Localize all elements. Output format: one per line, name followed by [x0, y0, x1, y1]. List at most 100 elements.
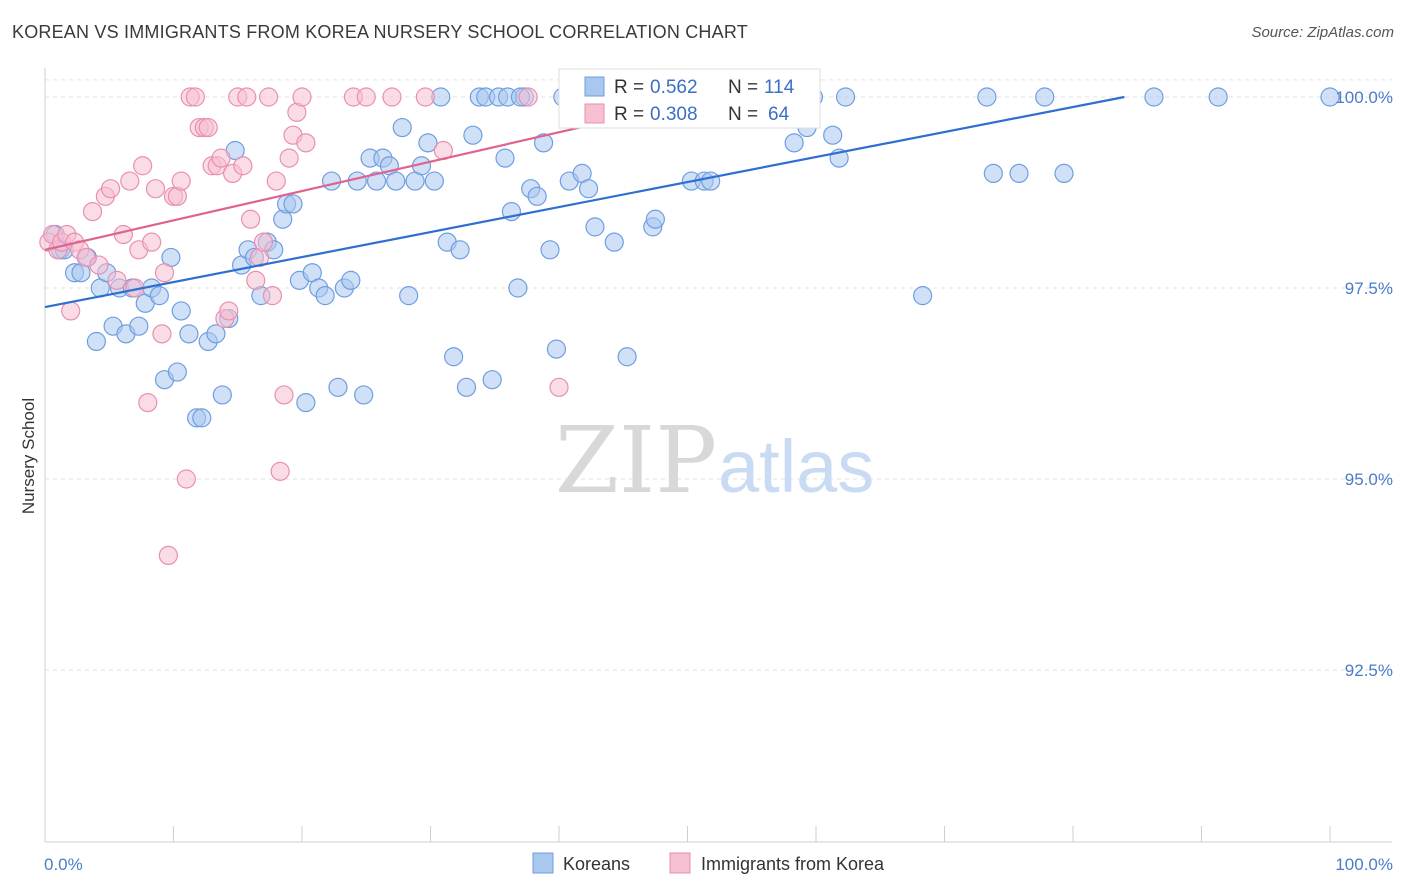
korean-point [1054, 163, 1074, 183]
legend-swatch-koreans [584, 76, 605, 97]
korean-point [463, 125, 483, 145]
legend-r-label: R = [614, 104, 644, 125]
watermark-zip: ZIP [555, 407, 717, 514]
legend-r-label: R = [614, 77, 644, 98]
korean-point [913, 286, 933, 306]
legend-swatch-immigrants [669, 852, 691, 874]
korean-point [835, 87, 856, 107]
korean-point [354, 385, 374, 405]
immigrant-point [253, 232, 274, 252]
korean-point [527, 186, 547, 206]
immigrant-point [549, 377, 569, 397]
legend-r-value: 0.308 [650, 104, 698, 125]
immigrant-point [120, 171, 140, 191]
korean-point [784, 133, 804, 153]
immigrant-point [82, 202, 103, 222]
immigrant-point [518, 87, 538, 107]
immigrant-point [258, 87, 279, 107]
korean-point [983, 163, 1003, 183]
legend-n-value: 114 [764, 77, 795, 98]
axes [44, 68, 1392, 843]
immigrant-point [142, 232, 162, 252]
immigrant-point [211, 148, 231, 168]
immigrant-point [262, 286, 283, 306]
immigrant-point [233, 156, 253, 176]
immigrant-point [266, 171, 286, 191]
korean-point [456, 377, 477, 397]
korean-point [392, 117, 412, 138]
legend-item-koreans: Koreans [563, 854, 630, 874]
korean-point [149, 286, 169, 306]
immigrant-point [198, 117, 218, 138]
korean-point [129, 316, 149, 336]
immigrant-point [145, 179, 166, 199]
korean-point [482, 370, 502, 390]
korean-point [645, 209, 665, 229]
korean-point [585, 217, 605, 237]
legend-bottom: Koreans Immigrants from Korea [532, 852, 885, 874]
korean-point [1144, 87, 1164, 107]
immigrant-point [185, 87, 205, 107]
immigrant-point [279, 148, 299, 168]
korean-point [546, 339, 567, 359]
korean-point [179, 324, 199, 344]
y-axis-label: Nursery School [19, 398, 38, 514]
y-tick-label: 95.0% [1345, 470, 1393, 489]
immigrant-point [107, 270, 127, 290]
immigrant-point [292, 87, 312, 107]
immigrant-point [176, 469, 196, 489]
x-tick-label: 100.0% [1335, 855, 1393, 874]
korean-point [321, 171, 342, 191]
korean-point [444, 347, 464, 367]
y-tick-label: 92.5% [1345, 661, 1393, 680]
immigrant-point [133, 156, 153, 176]
korean-point [366, 171, 387, 191]
korean-point [495, 148, 515, 168]
korean-point [578, 179, 599, 199]
korean-point [977, 87, 997, 107]
immigrant-point [89, 255, 109, 275]
korean-point [450, 240, 470, 260]
korean-point [508, 278, 528, 298]
korean-point [540, 240, 560, 260]
legend-n-value: 64 [768, 104, 790, 125]
immigrant-point [415, 87, 435, 107]
legend-n-label: N = [728, 77, 758, 98]
tick-labels: 92.5% 95.0% 97.5% 100.0% 0.0% 100.0% [44, 88, 1393, 874]
chart-title: KOREAN VS IMMIGRANTS FROM KOREA NURSERY … [12, 22, 748, 42]
x-tick-label: 0.0% [44, 855, 83, 874]
korean-point [1009, 163, 1029, 183]
immigrant-point [219, 301, 239, 321]
immigrant-point [171, 171, 191, 191]
korean-point [418, 133, 438, 153]
korean-point [533, 133, 554, 153]
immigrant-point [382, 87, 402, 107]
korean-point [206, 324, 226, 344]
immigrant-point [61, 301, 81, 321]
immigrant-point [100, 179, 121, 199]
korean-point [86, 331, 107, 352]
korean-point [1208, 87, 1228, 107]
korean-point [212, 385, 232, 405]
immigrant-point [237, 87, 257, 107]
source-label: Source: ZipAtlas.com [1251, 24, 1394, 41]
korean-point [328, 377, 348, 397]
immigrant-point [241, 209, 261, 229]
korean-point [604, 232, 624, 252]
immigrant-point [356, 87, 376, 107]
immigrant-point [152, 324, 172, 344]
immigrant-point [138, 393, 158, 413]
korean-point [617, 347, 637, 367]
immigrant-point [154, 263, 175, 283]
korean-point [283, 194, 303, 214]
immigrant-point [296, 133, 316, 153]
y-tick-label: 97.5% [1345, 279, 1393, 298]
korean-point [823, 125, 843, 145]
korean-point [424, 171, 444, 191]
y-tick-label: 100.0% [1335, 88, 1393, 107]
korean-point [167, 362, 187, 382]
korean-point [1320, 87, 1340, 107]
legend-n-label: N = [728, 104, 758, 125]
korean-trend-line [44, 95, 1125, 309]
